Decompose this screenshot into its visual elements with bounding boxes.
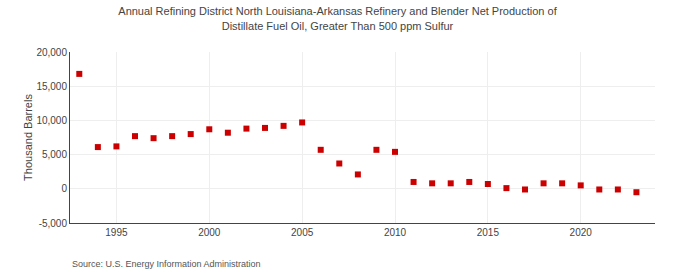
svg-text:Source: U.S. Energy Informatio: Source: U.S. Energy Information Administ… — [72, 259, 261, 269]
svg-text:20,000: 20,000 — [36, 47, 67, 58]
svg-text:2015: 2015 — [477, 227, 500, 238]
svg-text:2010: 2010 — [384, 227, 407, 238]
svg-text:15,000: 15,000 — [36, 81, 67, 92]
svg-text:2000: 2000 — [198, 227, 221, 238]
svg-text:-5,000: -5,000 — [39, 218, 68, 229]
svg-text:Annual Refining District North: Annual Refining District North Louisiana… — [118, 5, 557, 31]
svg-text:1995: 1995 — [105, 227, 128, 238]
svg-text:Thousand Barrels: Thousand Barrels — [22, 94, 34, 181]
svg-text:2020: 2020 — [570, 227, 593, 238]
svg-text:10,000: 10,000 — [36, 115, 67, 126]
svg-text:5,000: 5,000 — [42, 149, 67, 160]
svg-text:0: 0 — [61, 183, 67, 194]
svg-text:2005: 2005 — [291, 227, 314, 238]
